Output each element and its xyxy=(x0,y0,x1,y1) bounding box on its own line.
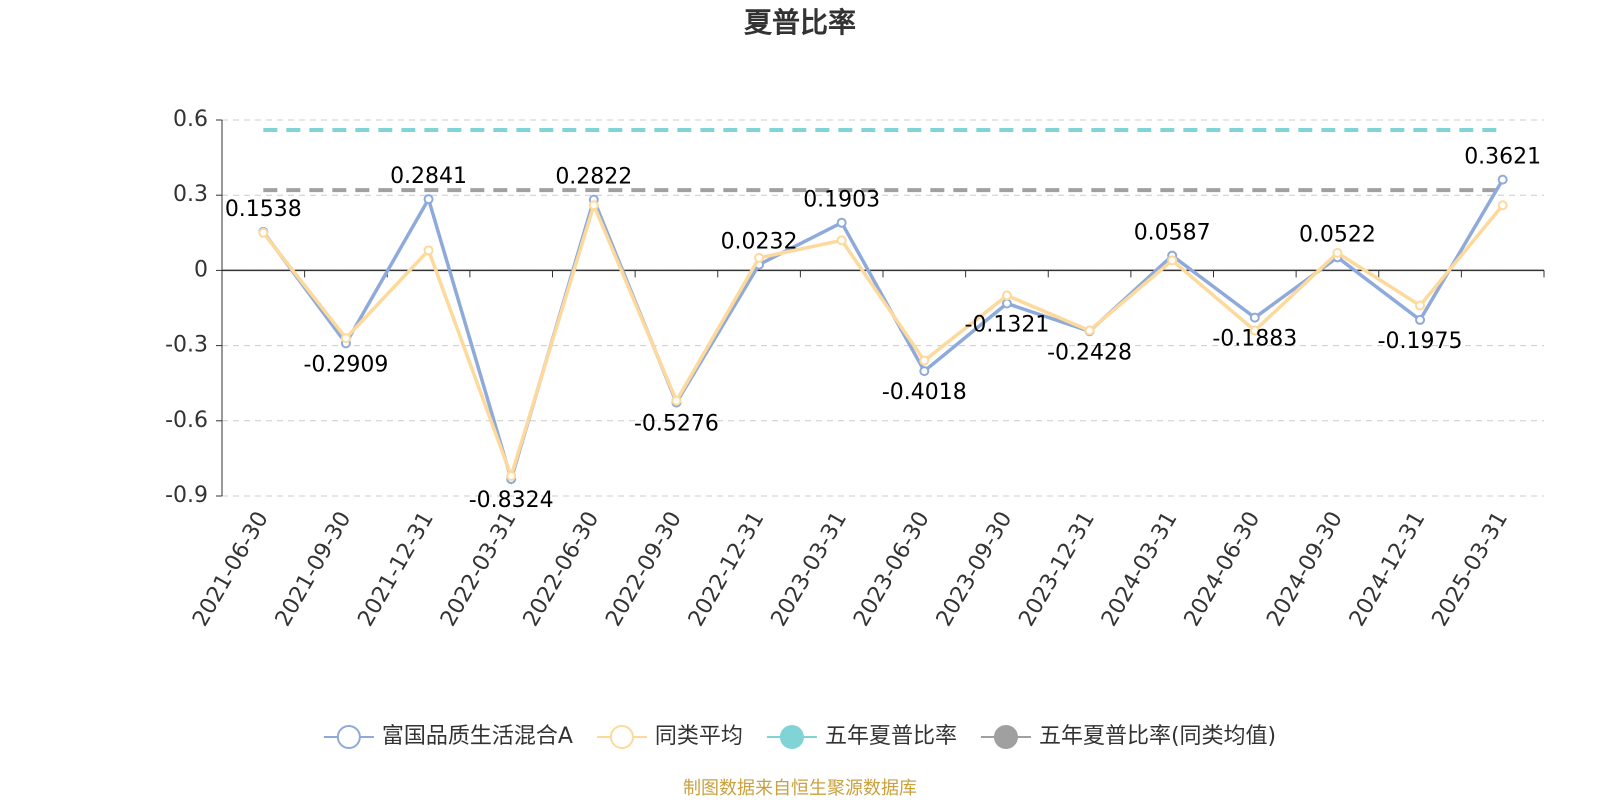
point xyxy=(1497,174,1508,185)
point xyxy=(836,235,847,246)
x-tick-label: 2025-03-31 xyxy=(1427,508,1513,631)
data-label: 0.0587 xyxy=(1134,221,1211,246)
point xyxy=(919,355,930,366)
data-label: 0.0232 xyxy=(721,230,798,255)
point xyxy=(588,200,599,211)
point xyxy=(671,395,682,406)
point xyxy=(423,245,434,256)
point xyxy=(1249,325,1260,336)
data-label: 0.1538 xyxy=(225,197,302,222)
data-label: 0.1903 xyxy=(803,188,880,213)
point xyxy=(1415,300,1426,311)
y-tick-label: 0.3 xyxy=(173,182,208,207)
point xyxy=(1497,200,1508,211)
chart-title: 夏普比率 xyxy=(744,6,856,39)
x-tick-label: 2024-12-31 xyxy=(1345,508,1431,631)
point xyxy=(1415,314,1426,325)
data-label: 0.0522 xyxy=(1299,222,1376,247)
data-label: -0.1975 xyxy=(1378,329,1463,354)
legend-marker xyxy=(993,725,1018,749)
x-tick-label: 2022-03-31 xyxy=(436,508,522,631)
y-tick-label: -0.9 xyxy=(165,483,208,508)
data-label: -0.2428 xyxy=(1047,340,1132,365)
data-label: -0.4018 xyxy=(882,380,967,405)
y-tick-label: 0 xyxy=(194,257,208,282)
legend-label: 五年夏普比率(同类均值) xyxy=(1039,724,1276,749)
point xyxy=(340,333,351,344)
data-label: -0.1321 xyxy=(964,313,1049,338)
point xyxy=(506,470,517,481)
data-label: -0.1883 xyxy=(1212,327,1297,352)
series-line xyxy=(261,200,1505,482)
point xyxy=(1167,255,1178,266)
y-tick-label: -0.6 xyxy=(165,408,208,433)
x-tick-label: 2023-03-31 xyxy=(766,508,852,631)
point xyxy=(1001,290,1012,301)
y-tick-label: -0.3 xyxy=(165,333,208,358)
source-note: 制图数据来自恒生聚源数据库 xyxy=(683,778,917,799)
legend-label: 富国品质生活混合A xyxy=(382,724,573,749)
point xyxy=(919,366,930,377)
data-label: -0.8324 xyxy=(469,488,554,513)
x-tick-label: 2022-06-30 xyxy=(519,508,605,631)
legend-marker xyxy=(779,725,804,749)
legend: 富国品质生活混合A 同类平均 五年夏普比率 五年夏普比率(同类均值) xyxy=(323,724,1276,749)
point xyxy=(423,194,434,205)
data-label: 0.3621 xyxy=(1464,145,1541,170)
series-line xyxy=(261,178,1505,486)
x-tick-label: 2022-09-30 xyxy=(601,508,687,631)
y-tick-label: 0.6 xyxy=(173,107,208,132)
legend-marker xyxy=(336,725,361,749)
point xyxy=(258,227,269,238)
x-tick-label: 2021-12-31 xyxy=(353,508,439,631)
data-label: -0.2909 xyxy=(303,352,388,377)
legend-marker xyxy=(609,725,634,749)
x-tick-label: 2021-06-30 xyxy=(188,508,274,631)
x-tick-label: 2024-03-31 xyxy=(1097,508,1183,631)
x-tick-label: 2023-12-31 xyxy=(1014,508,1100,631)
data-label: -0.5276 xyxy=(634,412,719,437)
point xyxy=(1332,247,1343,258)
point xyxy=(1084,325,1095,336)
x-tick-label: 2024-09-30 xyxy=(1262,508,1348,631)
point xyxy=(1001,298,1012,309)
point xyxy=(1249,312,1260,323)
x-tick-label: 2021-09-30 xyxy=(271,508,357,631)
legend-label: 同类平均 xyxy=(655,724,743,749)
point xyxy=(754,252,765,263)
data-label: 0.2822 xyxy=(555,165,632,190)
x-tick-label: 2024-06-30 xyxy=(1180,508,1266,631)
point xyxy=(836,217,847,228)
x-tick-label: 2023-06-30 xyxy=(849,508,935,631)
x-tick-label: 2023-09-30 xyxy=(932,508,1018,631)
x-tick-label: 2022-12-31 xyxy=(684,508,770,631)
legend-label: 五年夏普比率 xyxy=(825,724,957,749)
data-label: 0.2841 xyxy=(390,164,467,189)
